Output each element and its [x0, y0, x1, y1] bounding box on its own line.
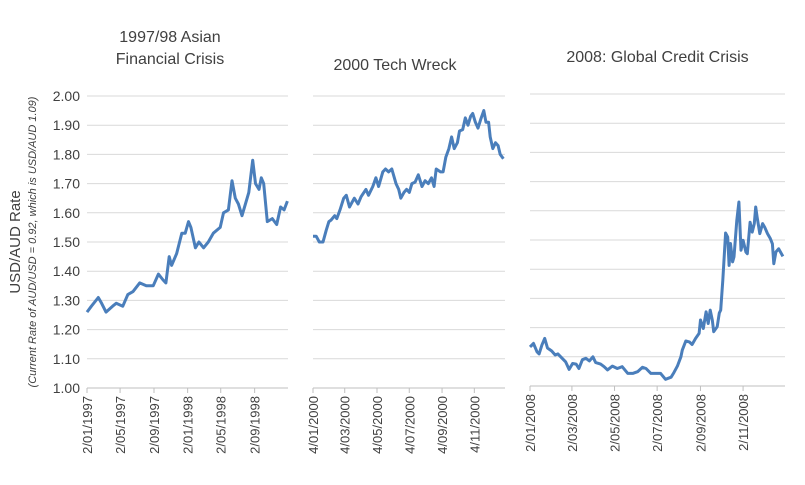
x-tick-label: 2/11/2008 [736, 394, 751, 451]
x-tick-label: 2/01/1997 [80, 396, 95, 454]
y-tick-label: 1.00 [53, 380, 80, 396]
x-tick-label: 2/03/2008 [565, 394, 580, 452]
x-tick-label: 2/01/1998 [181, 396, 196, 454]
title-line: 2000 Tech Wreck [333, 57, 457, 74]
y-axis-subtitle: (Current Rate of AUD/USD = 0.92, which i… [27, 96, 39, 387]
title-line: 1997/98 Asian [119, 29, 221, 46]
x-tick-label: 2/09/2008 [693, 394, 708, 452]
y-tick-label: 1.20 [53, 322, 80, 338]
x-tick-label: 4/07/2000 [402, 396, 417, 454]
y-axis-title: USD/AUD Rate [7, 190, 24, 293]
x-tick-label: 2/05/2008 [608, 394, 623, 452]
x-tick-label: 2/07/2008 [650, 394, 665, 452]
title-line: Financial Crisis [115, 51, 225, 68]
panel-title-credit-crisis: 2008: Global Credit Crisis [545, 47, 770, 69]
x-tick-label: 2/01/2008 [523, 394, 538, 452]
series-line-panel-1 [85, 158, 289, 314]
y-tick-label: 1.50 [53, 234, 80, 250]
y-tick-label: 1.30 [53, 292, 80, 308]
x-tick-label: 4/11/2000 [467, 396, 482, 453]
y-tick-label: 1.80 [53, 146, 80, 162]
y-tick-label: 1.70 [53, 176, 80, 192]
y-tick-label: 1.60 [53, 205, 80, 221]
x-tick-label: 2/05/1997 [113, 396, 128, 454]
x-tick-label: 4/09/2000 [435, 396, 450, 454]
series-line-panel-3 [528, 200, 785, 381]
x-tick-label: 2/05/1998 [214, 396, 229, 454]
y-tick-label: 2.00 [53, 88, 80, 104]
x-tick-label: 2/09/1998 [248, 396, 263, 454]
x-tick-label: 2/09/1997 [147, 396, 162, 454]
series-line-panel-2 [313, 109, 505, 244]
y-tick-label: 1.40 [53, 263, 80, 279]
x-tick-label: 4/03/2000 [338, 396, 353, 454]
y-tick-label: 1.90 [53, 117, 80, 133]
panel-title-tech-wreck: 2000 Tech Wreck [310, 55, 480, 77]
x-tick-label: 4/01/2000 [306, 396, 321, 454]
panel-title-asian-crisis: 1997/98 Asian Financial Crisis [100, 27, 240, 71]
title-line: 2008: Global Credit Crisis [566, 49, 749, 66]
y-tick-label: 1.10 [53, 351, 80, 367]
x-tick-label: 4/05/2000 [370, 396, 385, 454]
